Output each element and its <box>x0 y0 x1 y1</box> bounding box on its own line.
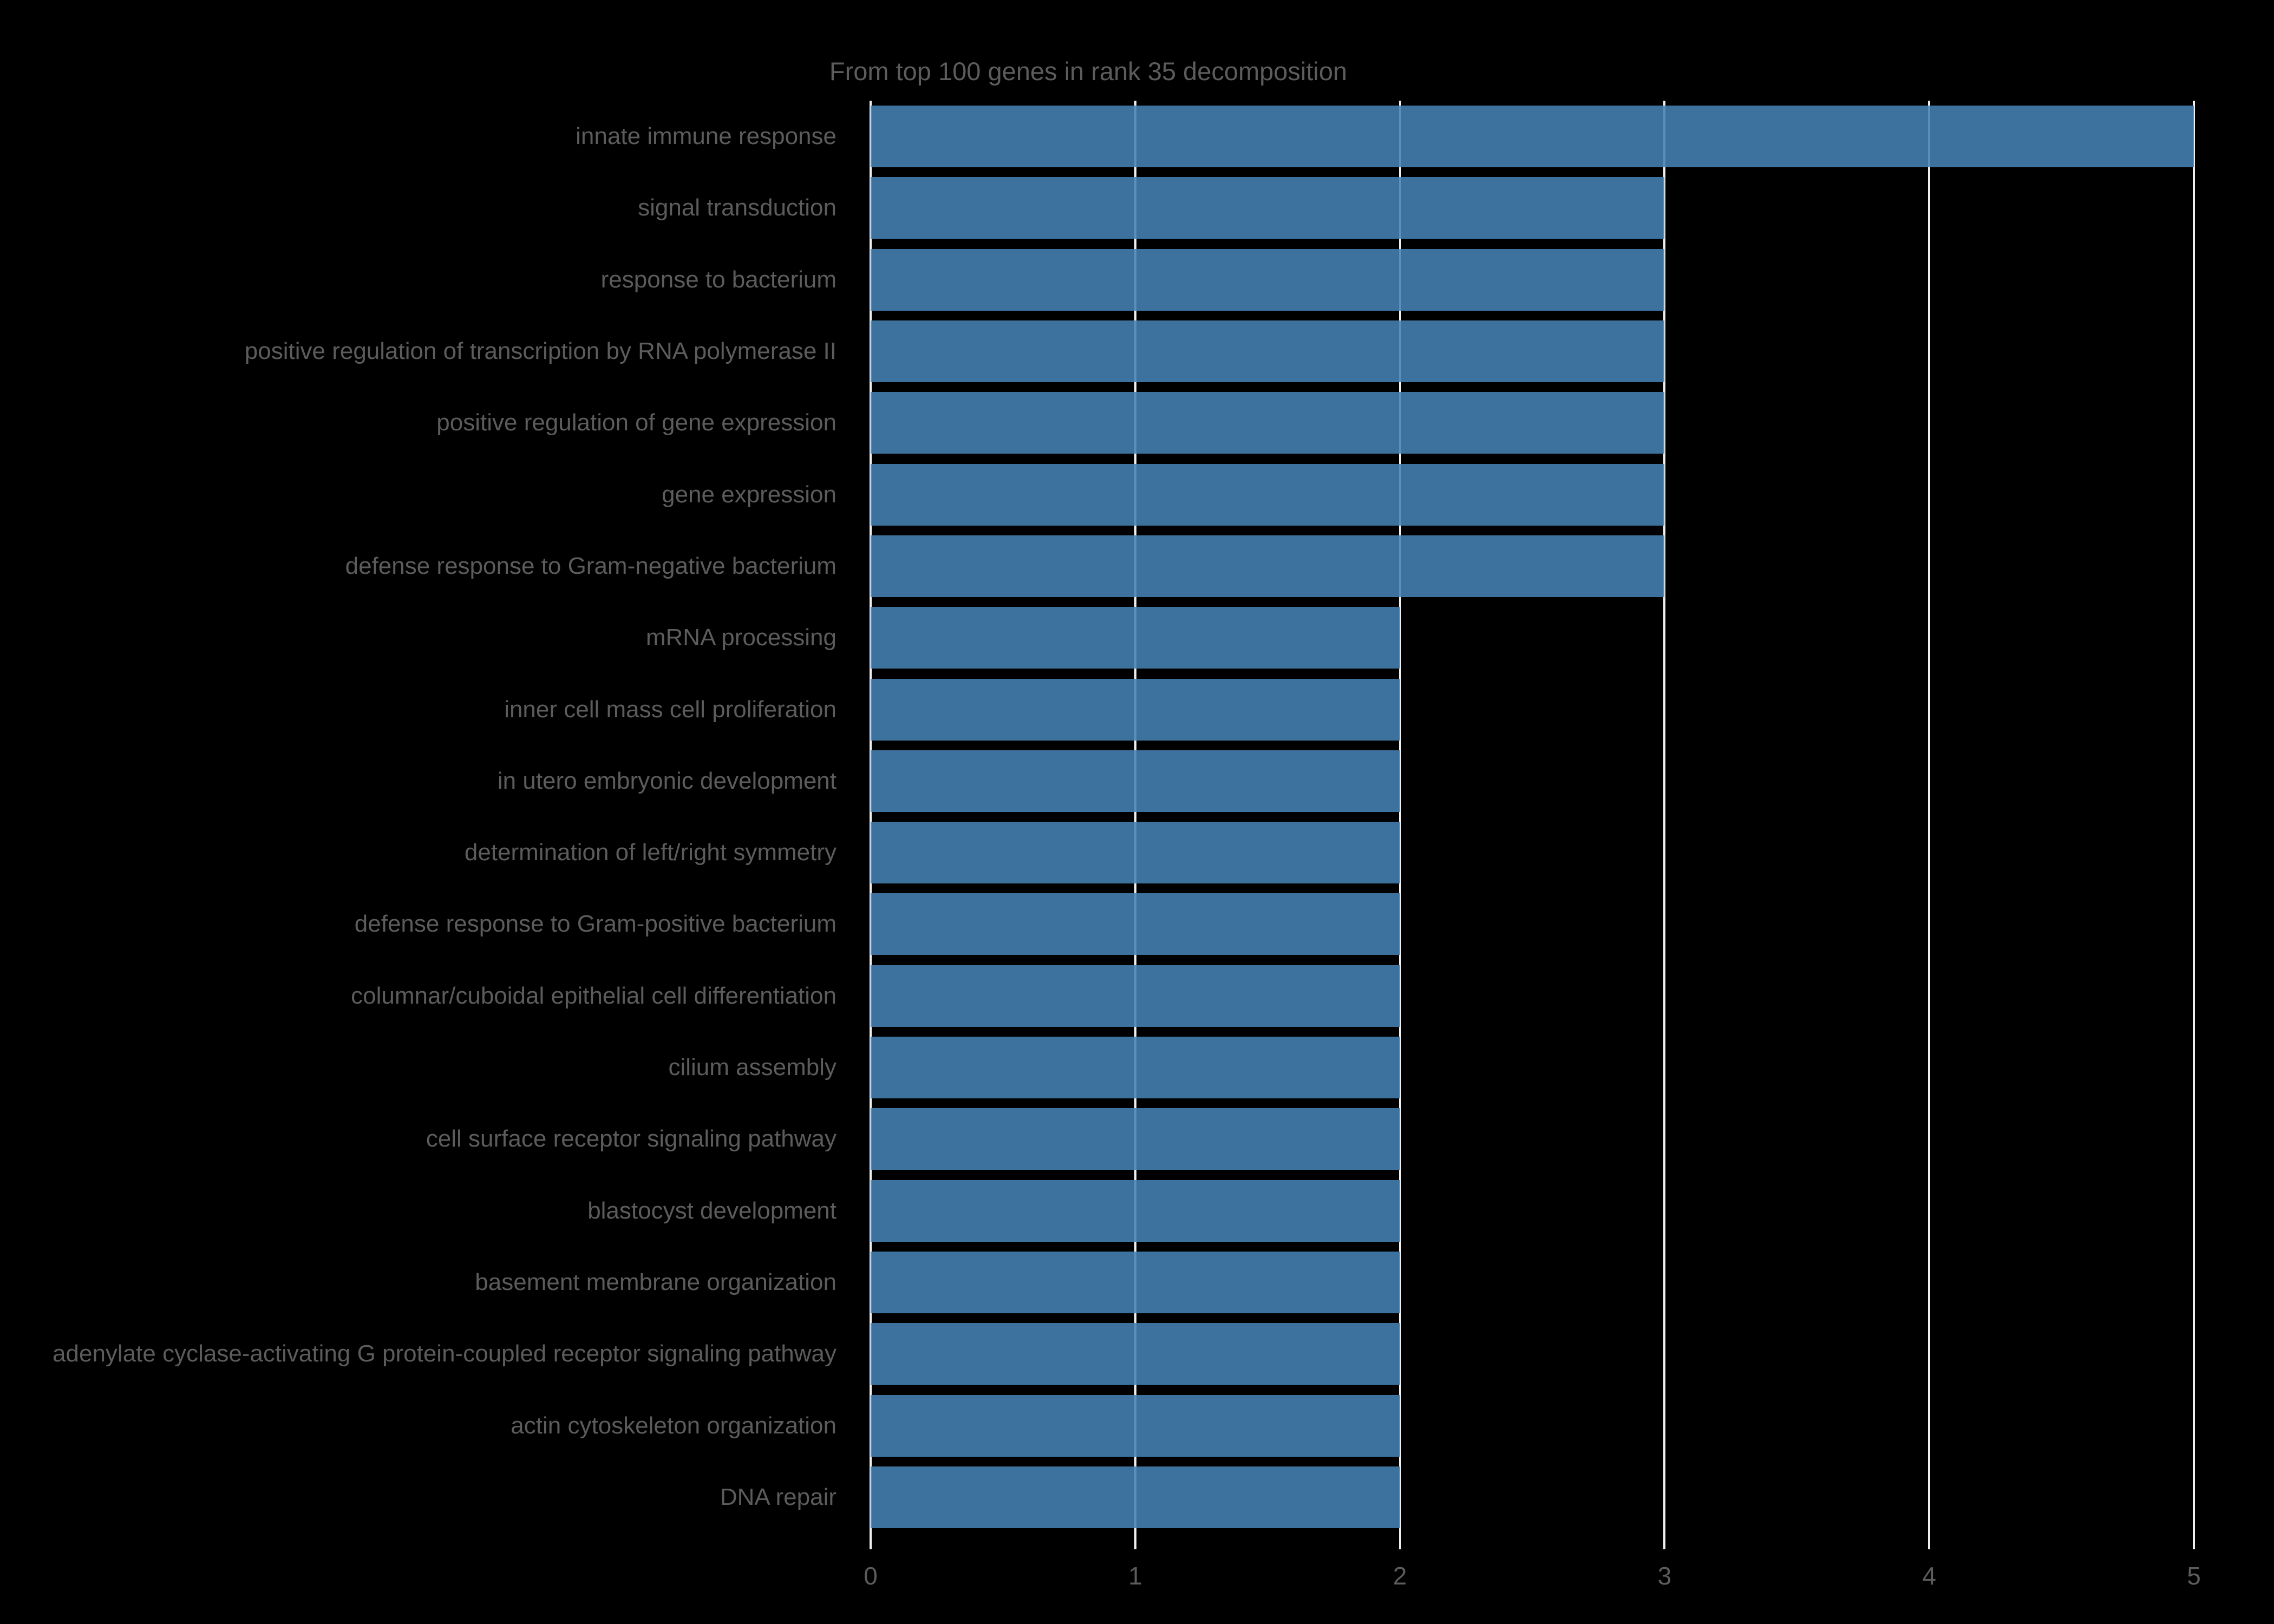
gridline <box>1663 101 1666 1549</box>
category-label: determination of left/right symmetry <box>464 839 837 866</box>
bar <box>871 1180 1400 1242</box>
category-label: basement membrane organization <box>475 1268 837 1295</box>
category-label: columnar/cuboidal epithelial cell differ… <box>351 982 837 1009</box>
bar-row: defense response to Gram-negative bacter… <box>0 531 2274 602</box>
bar <box>871 106 2194 168</box>
bar <box>871 1037 1400 1099</box>
bar <box>871 1251 1400 1313</box>
bar-row: cilium assembly <box>0 1032 2274 1103</box>
bar-row: cell surface receptor signaling pathway <box>0 1103 2274 1175</box>
bar <box>871 177 1665 239</box>
bar-row: positive regulation of transcription by … <box>0 316 2274 387</box>
bar <box>871 392 1665 454</box>
category-label: cilium assembly <box>668 1054 837 1081</box>
bar <box>871 1394 1400 1457</box>
bar-row: response to bacterium <box>0 244 2274 316</box>
category-label: positive regulation of gene expression <box>436 409 837 436</box>
x-tick-label: 3 <box>1657 1562 1672 1590</box>
bar-row: gene expression <box>0 459 2274 531</box>
x-tick-label: 2 <box>1393 1562 1407 1590</box>
category-label: defense response to Gram-positive bacter… <box>354 911 837 938</box>
bar <box>871 893 1400 955</box>
bar-row: inner cell mass cell proliferation <box>0 673 2274 745</box>
category-label: DNA repair <box>720 1483 837 1510</box>
bar-row: in utero embryonic development <box>0 745 2274 817</box>
bar-row: signal transduction <box>0 172 2274 244</box>
x-tick-label: 0 <box>864 1562 878 1590</box>
category-label: gene expression <box>662 481 837 508</box>
bar-row: innate immune response <box>0 101 2274 172</box>
bar-row: positive regulation of gene expression <box>0 387 2274 459</box>
gridline <box>1928 101 1931 1549</box>
bar <box>871 320 1665 383</box>
bar-row: mRNA processing <box>0 602 2274 673</box>
category-label: mRNA processing <box>645 624 837 651</box>
bar-row: blastocyst development <box>0 1175 2274 1247</box>
category-label: blastocyst development <box>587 1197 837 1224</box>
category-label: in utero embryonic development <box>497 767 837 794</box>
bar-row: columnar/cuboidal epithelial cell differ… <box>0 960 2274 1032</box>
bar-row: basement membrane organization <box>0 1247 2274 1318</box>
category-label: positive regulation of transcription by … <box>244 338 837 365</box>
category-label: defense response to Gram-negative bacter… <box>345 552 837 579</box>
bar <box>871 1466 1400 1528</box>
gridline <box>2193 101 2195 1549</box>
category-label: inner cell mass cell proliferation <box>504 696 837 723</box>
bar <box>871 463 1665 526</box>
bar-row: actin cytoskeleton organization <box>0 1390 2274 1461</box>
bar-row: DNA repair <box>0 1462 2274 1533</box>
category-label: actin cytoskeleton organization <box>511 1412 837 1439</box>
bar <box>871 1108 1400 1170</box>
bar-row: defense response to Gram-positive bacter… <box>0 888 2274 960</box>
gridline <box>1399 101 1401 1549</box>
bar-row: determination of left/right symmetry <box>0 817 2274 888</box>
bar <box>871 607 1400 669</box>
bar <box>871 822 1400 884</box>
bar <box>871 248 1665 311</box>
x-tick-label: 4 <box>1922 1562 1936 1590</box>
bar <box>871 1323 1400 1385</box>
category-label: cell surface receptor signaling pathway <box>426 1125 837 1152</box>
category-label: response to bacterium <box>600 266 837 293</box>
bar <box>871 965 1400 1027</box>
bar <box>871 750 1400 812</box>
bar <box>871 535 1665 597</box>
bar <box>871 678 1400 741</box>
category-label: innate immune response <box>576 123 837 150</box>
chart-title: From top 100 genes in rank 35 decomposit… <box>829 57 1348 86</box>
category-label: adenylate cyclase-activating G protein-c… <box>53 1340 837 1367</box>
bar-row: adenylate cyclase-activating G protein-c… <box>0 1318 2274 1390</box>
x-tick-label: 1 <box>1128 1562 1142 1590</box>
x-tick-label: 5 <box>2187 1562 2201 1590</box>
category-label: signal transduction <box>638 194 837 221</box>
